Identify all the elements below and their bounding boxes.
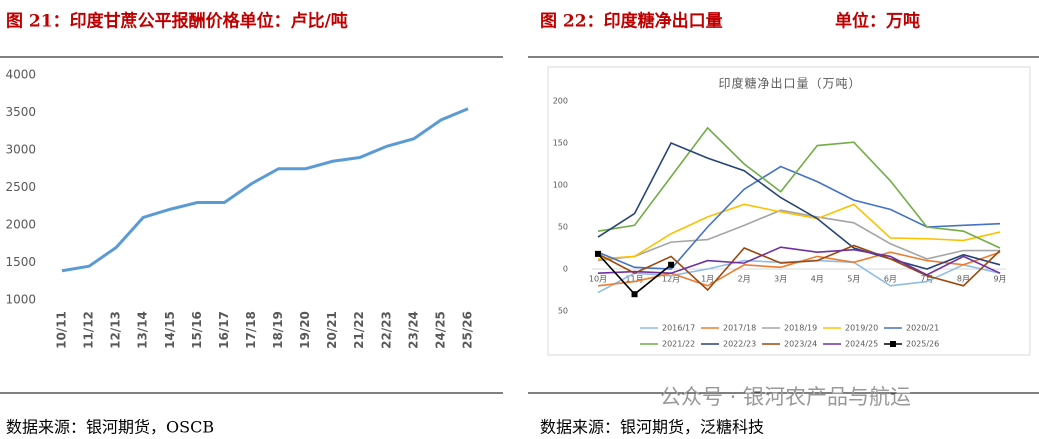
x-tick-label: 24/25 <box>433 311 447 349</box>
x-tick-label: 17/18 <box>244 311 258 349</box>
x-tick-label: 20/21 <box>325 311 339 349</box>
chart-frame <box>547 66 1031 356</box>
y-tick-label: 1500 <box>5 255 36 269</box>
legend-label: 2020/21 <box>906 324 939 333</box>
caption: 单位：万吨 <box>835 11 920 32</box>
legend-label: 2023/24 <box>784 340 817 349</box>
y-tick-label: 2000 <box>5 218 36 232</box>
line <box>597 246 1001 276</box>
source: 数据来源：银河期货，OSCB <box>6 418 214 437</box>
line <box>597 141 1001 270</box>
line <box>597 165 1001 270</box>
y-tick-label: 2500 <box>5 180 36 194</box>
x-tick-label: 23/24 <box>406 311 420 349</box>
legend-label: 2021/22 <box>662 340 695 349</box>
x-tick-label: 5月 <box>847 275 860 284</box>
line <box>597 253 672 296</box>
y-tick-label: 50 <box>558 223 568 232</box>
legend-label: 2017/18 <box>723 324 756 333</box>
x-tick-label: 14/15 <box>163 311 177 349</box>
watermark: 公众号 · 银河农产品与航运 <box>660 385 911 409</box>
x-tick-label: 12月 <box>662 275 680 284</box>
line <box>597 244 1001 292</box>
x-tick-label: 7月 <box>920 275 933 284</box>
x-tick-label: 6月 <box>884 275 897 284</box>
legend-label: 2016/17 <box>662 324 695 333</box>
chart-title: 印度糖净出口量（万吨） <box>718 76 861 91</box>
x-tick-label: 2月 <box>738 275 751 284</box>
y-tick-label: 3500 <box>5 105 36 119</box>
legend-label: 2024/25 <box>845 340 878 349</box>
caption: 图 22：印度糖净出口量 <box>540 11 723 32</box>
x-tick-label: 16/17 <box>217 311 231 349</box>
y-tick-label: 1000 <box>5 293 36 307</box>
legend-label: 2019/20 <box>845 324 878 333</box>
x-tick-label: 10/11 <box>55 311 69 349</box>
x-tick-label: 8月 <box>957 275 970 284</box>
source: 数据来源：银河期货，泛糖科技 <box>540 418 764 437</box>
y-tick-label: 4000 <box>5 68 36 82</box>
y-tick-label: 0 <box>563 265 568 274</box>
line <box>61 107 469 273</box>
x-tick-label: 3月 <box>774 275 787 284</box>
x-tick-label: 19/20 <box>298 311 312 349</box>
line <box>597 126 1001 249</box>
x-tick-label: 22/23 <box>379 311 393 349</box>
y-tick-label: 3000 <box>5 143 36 157</box>
x-tick-label: 15/16 <box>190 311 204 349</box>
x-tick-label: 12/13 <box>109 311 123 349</box>
legend-label: 2025/26 <box>906 340 939 349</box>
y-tick-label: 200 <box>553 97 568 106</box>
x-tick-label: 18/19 <box>271 311 285 349</box>
x-tick-label: 11月 <box>625 275 643 284</box>
y-tick-label: 150 <box>553 139 568 148</box>
x-tick-label: 25/26 <box>461 311 475 349</box>
legend-marker <box>890 341 896 347</box>
x-tick-label: 1月 <box>701 275 714 284</box>
x-tick-label: 21/22 <box>352 311 366 349</box>
y-tick-label: 50 <box>558 307 568 316</box>
legend-label: 2022/23 <box>723 340 756 349</box>
line <box>597 203 1001 260</box>
legend-label: 2018/19 <box>784 324 817 333</box>
x-tick-label: 13/14 <box>136 311 150 349</box>
x-tick-label: 10月 <box>589 275 607 284</box>
caption: 图 21：印度甘蔗公平报酬价格单位：卢比/吨 <box>6 11 348 32</box>
x-tick-label: 11/12 <box>82 311 96 349</box>
y-tick-label: 100 <box>553 181 568 190</box>
x-tick-label: 9月 <box>993 275 1006 284</box>
line <box>597 209 1000 262</box>
x-tick-label: 4月 <box>811 275 824 284</box>
